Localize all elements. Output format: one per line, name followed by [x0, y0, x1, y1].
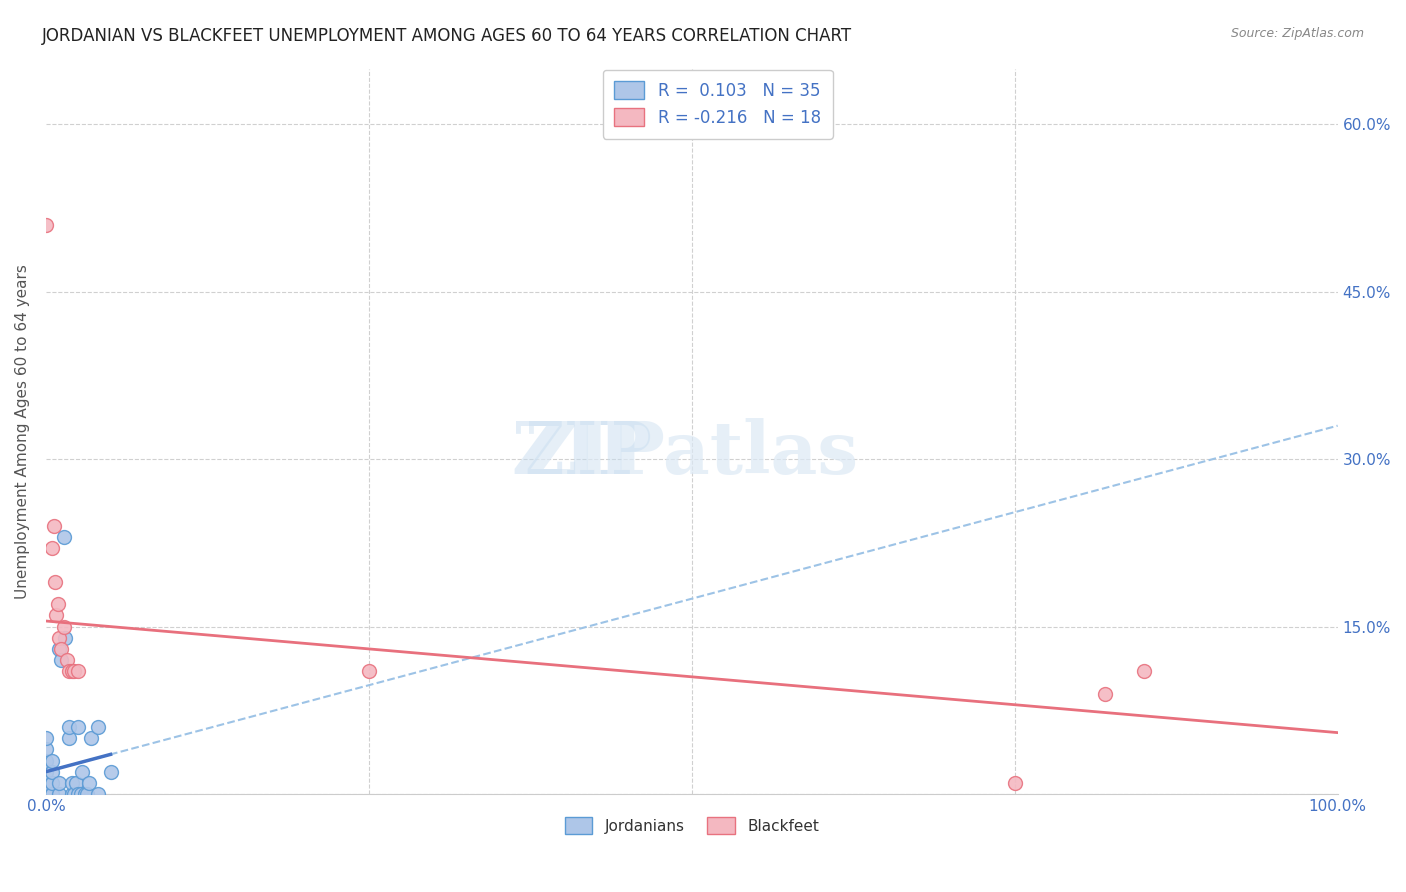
- Point: [45, 608, 67, 623]
- Point: [48, 787, 70, 801]
- Text: ZIPatlas: ZIPatlas: [524, 417, 859, 489]
- Point: [80, 731, 103, 746]
- Legend: Jordanians, Blackfeet: Jordanians, Blackfeet: [554, 806, 830, 845]
- Point: [51, 641, 73, 656]
- Point: [48, 641, 70, 656]
- Point: [77, 776, 100, 790]
- Point: [41, 787, 63, 801]
- Point: [35, 731, 58, 746]
- Point: [65, 776, 87, 790]
- Point: [44, 574, 66, 589]
- Point: [60, 776, 83, 790]
- Point: [41, 764, 63, 779]
- Y-axis label: Unemployment Among Ages 60 to 64 years: Unemployment Among Ages 60 to 64 years: [15, 264, 30, 599]
- Point: [67, 720, 90, 734]
- Point: [48, 776, 70, 790]
- Point: [58, 731, 80, 746]
- Point: [46, 597, 69, 611]
- Point: [35, 787, 58, 801]
- Point: [35, 776, 58, 790]
- Point: [48, 631, 70, 645]
- Point: [53, 619, 76, 633]
- Text: JORDANIAN VS BLACKFEET UNEMPLOYMENT AMONG AGES 60 TO 64 YEARS CORRELATION CHART: JORDANIAN VS BLACKFEET UNEMPLOYMENT AMON…: [42, 27, 852, 45]
- Point: [58, 720, 80, 734]
- Text: Source: ZipAtlas.com: Source: ZipAtlas.com: [1230, 27, 1364, 40]
- Point: [86, 787, 108, 801]
- Point: [55, 653, 77, 667]
- Text: ZIP: ZIP: [512, 417, 652, 489]
- Point: [35, 787, 58, 801]
- Point: [63, 787, 86, 801]
- Point: [35, 754, 58, 768]
- Point: [100, 764, 122, 779]
- Point: [76, 787, 98, 801]
- Point: [35, 742, 58, 756]
- Point: [60, 665, 83, 679]
- Point: [86, 720, 108, 734]
- Point: [70, 764, 93, 779]
- Point: [35, 218, 58, 232]
- Point: [1004, 776, 1026, 790]
- Point: [53, 631, 76, 645]
- Point: [41, 541, 63, 556]
- Point: [73, 787, 96, 801]
- Point: [53, 530, 76, 544]
- Point: [42, 519, 65, 533]
- Point: [35, 764, 58, 779]
- Point: [35, 787, 58, 801]
- Point: [51, 653, 73, 667]
- Point: [357, 665, 380, 679]
- Point: [67, 665, 90, 679]
- Point: [70, 787, 93, 801]
- Point: [67, 787, 90, 801]
- Point: [41, 754, 63, 768]
- Point: [58, 665, 80, 679]
- Point: [41, 776, 63, 790]
- Point: [1094, 687, 1116, 701]
- Point: [63, 665, 86, 679]
- Point: [1133, 665, 1156, 679]
- Point: [60, 787, 83, 801]
